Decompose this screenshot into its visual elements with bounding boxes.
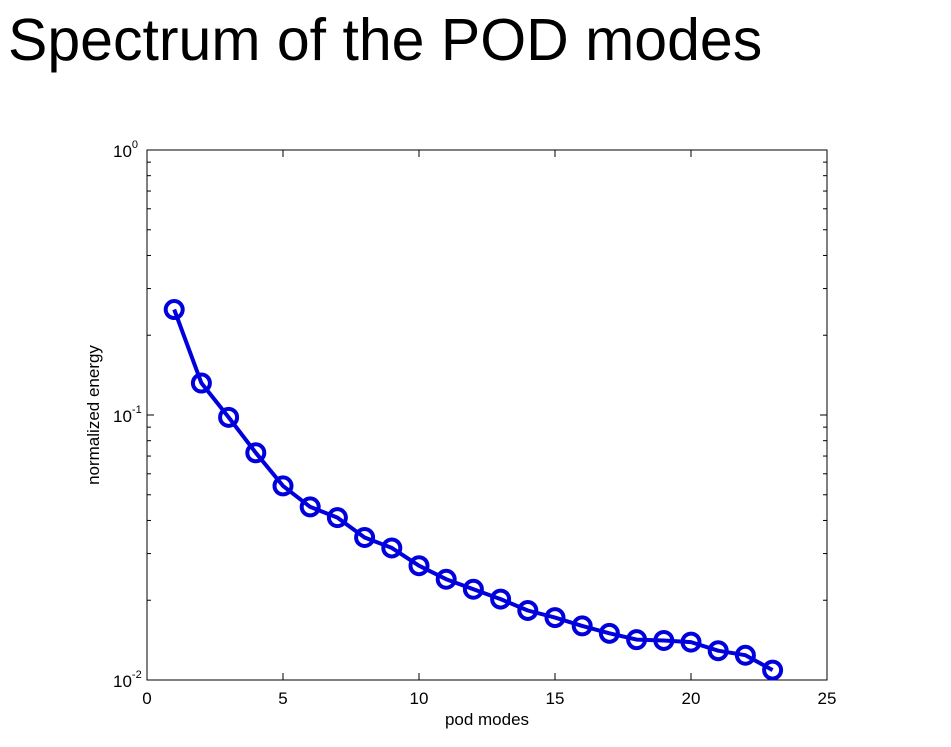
data-point-marker (462, 578, 484, 600)
data-point-marker (707, 640, 729, 662)
y-tick-exponent: -2 (132, 669, 142, 681)
data-point-marker (354, 526, 376, 548)
data-series (163, 299, 784, 681)
data-point-marker (680, 631, 702, 653)
y-tick-base: 10 (113, 407, 132, 426)
data-point-marker (190, 372, 212, 394)
x-tick-label: 5 (278, 689, 287, 708)
x-tick-label: 15 (546, 689, 565, 708)
data-point-marker (598, 622, 620, 644)
data-point-marker (435, 568, 457, 590)
page-title: Spectrum of the POD modes (8, 7, 763, 73)
data-point-marker (653, 629, 675, 651)
data-point-marker (762, 659, 784, 681)
x-tick-label: 0 (142, 689, 151, 708)
y-tick-base: 10 (113, 672, 132, 691)
x-axis-label: pod modes (445, 710, 529, 729)
data-point-marker (517, 599, 539, 621)
series-line (172, 308, 774, 672)
data-point-marker (490, 588, 512, 610)
data-point-marker (408, 555, 430, 577)
x-tick-label: 10 (410, 689, 429, 708)
y-tick-label: 10-2 (113, 669, 142, 691)
y-tick-label: 100 (113, 139, 138, 161)
data-point-marker (544, 607, 566, 629)
data-point-marker (326, 507, 348, 529)
y-tick-exponent: -1 (132, 404, 142, 416)
plot-area-frame (146, 149, 828, 681)
data-point-marker (163, 299, 185, 321)
data-point-marker (245, 442, 267, 464)
data-point-marker (272, 475, 294, 497)
axis-ticks (146, 149, 828, 681)
data-point-marker (299, 496, 321, 518)
y-axis-label: normalized energy (84, 345, 103, 485)
data-point-marker (626, 629, 648, 651)
data-point-marker (571, 615, 593, 637)
y-tick-exponent: 0 (132, 139, 138, 151)
data-point-marker (218, 406, 240, 428)
x-tick-label: 25 (818, 689, 837, 708)
y-tick-label: 10-1 (113, 404, 142, 426)
data-point-marker (381, 537, 403, 559)
y-tick-base: 10 (113, 142, 132, 161)
x-tick-label: 20 (682, 689, 701, 708)
data-point-marker (734, 644, 756, 666)
